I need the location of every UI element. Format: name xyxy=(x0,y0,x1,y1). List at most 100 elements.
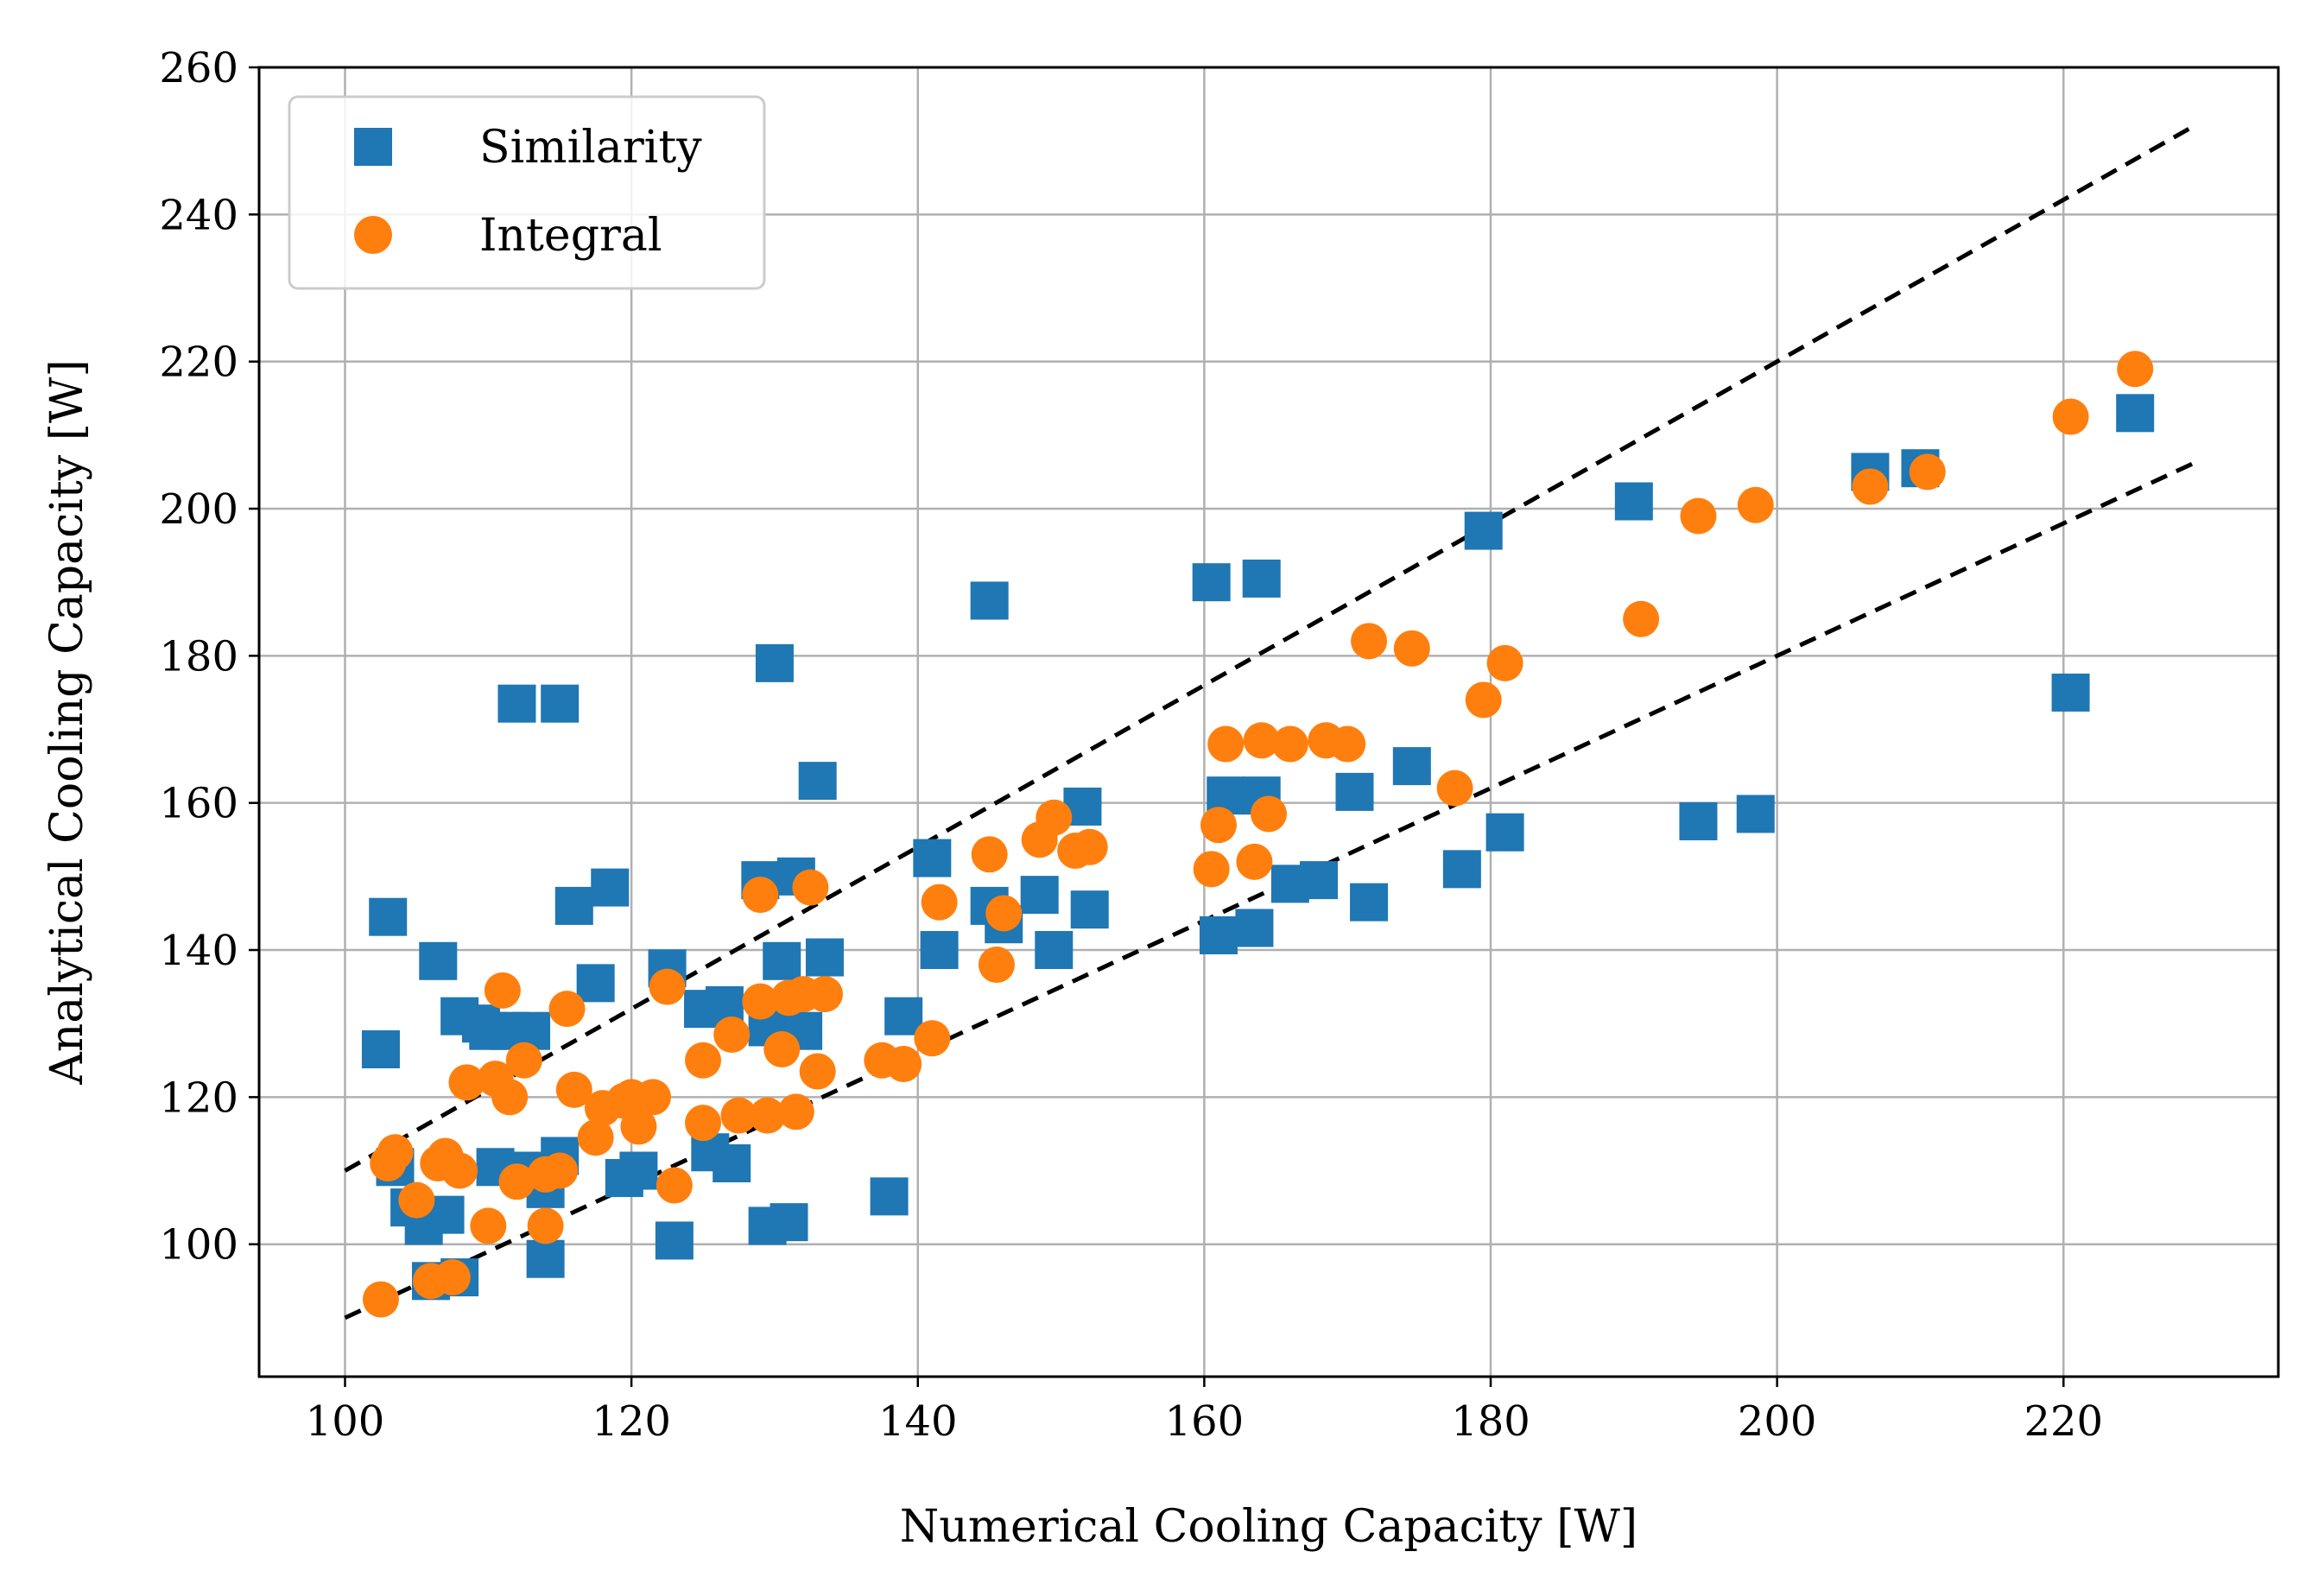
integral-point xyxy=(742,983,779,1020)
integral-point xyxy=(777,1093,814,1130)
integral-point xyxy=(1393,630,1430,667)
similarity-point xyxy=(655,1221,694,1260)
integral-point xyxy=(921,884,958,921)
integral-point xyxy=(555,1071,592,1108)
integral-point xyxy=(1036,799,1073,836)
similarity-point xyxy=(361,1030,400,1068)
integral-point xyxy=(1243,722,1280,759)
integral-point xyxy=(634,1079,671,1116)
integral-point xyxy=(985,895,1023,932)
integral-point xyxy=(720,1097,757,1134)
integral-point xyxy=(792,869,829,906)
similarity-point xyxy=(913,839,952,877)
integral-point xyxy=(470,1207,507,1244)
integral-point xyxy=(1680,497,1717,535)
y-tick-label: 200 xyxy=(159,485,238,534)
similarity-point xyxy=(1199,915,1238,954)
similarity-point xyxy=(770,1203,808,1242)
plot-frame xyxy=(257,66,2280,1378)
x-tick-label: 160 xyxy=(1165,1397,1245,1446)
x-tick-label: 140 xyxy=(878,1397,958,1446)
integral-point xyxy=(742,877,779,914)
similarity-point xyxy=(526,1239,565,1278)
similarity-point xyxy=(1485,813,1524,852)
similarity-point xyxy=(576,964,615,1003)
similarity-point xyxy=(1736,795,1775,833)
x-tick-label: 100 xyxy=(306,1397,385,1446)
integral-point xyxy=(1351,623,1388,660)
similarity-point xyxy=(1300,861,1339,900)
similarity-point xyxy=(497,684,536,723)
integral-point xyxy=(1329,725,1366,763)
legend: Similarity Integral xyxy=(288,95,766,290)
x-tick-label: 180 xyxy=(1451,1397,1530,1446)
axis-ticks: 100 120 140 160 180 200 220 100 120 140 160 180 200 2… xyxy=(159,44,2103,1446)
integral-point xyxy=(434,1259,471,1296)
similarity-point xyxy=(870,1177,909,1216)
integral-point xyxy=(971,836,1008,873)
integral-point xyxy=(620,1108,657,1145)
y-tick-label: 240 xyxy=(159,191,238,239)
similarity-point xyxy=(713,1144,751,1183)
x-tick-label: 120 xyxy=(592,1397,671,1446)
legend-marker-similarity xyxy=(354,128,392,166)
similarity-point xyxy=(1464,511,1503,550)
y-tick-label: 260 xyxy=(159,44,238,92)
integral-point xyxy=(799,1053,836,1090)
integral-point xyxy=(1486,644,1523,681)
similarity-point xyxy=(619,1151,658,1190)
similarity-point xyxy=(884,997,923,1036)
integral-point xyxy=(548,991,586,1028)
integral-point xyxy=(763,1031,801,1067)
series-integral xyxy=(362,351,2154,1318)
integral-point xyxy=(1071,828,1108,865)
integral-point xyxy=(1737,486,1774,523)
similarity-point xyxy=(755,643,794,682)
similarity-point xyxy=(2051,673,2090,712)
similarity-point xyxy=(1192,563,1231,602)
y-tick-label: 180 xyxy=(159,632,238,681)
integral-point xyxy=(713,1016,751,1053)
integral-point xyxy=(1465,681,1502,719)
y-tick-label: 220 xyxy=(159,339,238,387)
similarity-point xyxy=(369,897,408,936)
integral-point xyxy=(1852,468,1889,505)
similarity-point xyxy=(1020,876,1059,915)
similarity-point xyxy=(1235,909,1274,947)
y-axis-label: Analytical Cooling Capacity [W] xyxy=(41,359,93,1086)
integral-point xyxy=(978,947,1015,984)
similarity-point xyxy=(763,941,801,980)
integral-point xyxy=(1193,851,1230,888)
integral-point xyxy=(885,1046,922,1083)
integral-point xyxy=(498,1163,535,1200)
legend-box xyxy=(288,95,766,290)
integral-point xyxy=(656,1167,693,1204)
similarity-point xyxy=(805,938,844,977)
legend-label-similarity: Similarity xyxy=(479,122,702,174)
integral-point xyxy=(398,1181,435,1219)
similarity-point xyxy=(591,868,630,907)
x-tick-label: 220 xyxy=(2024,1397,2103,1446)
x-axis-label: Numerical Cooling Capacity [W] xyxy=(900,1501,1637,1553)
y-tick-label: 100 xyxy=(159,1221,238,1270)
similarity-point xyxy=(554,886,593,925)
integral-point xyxy=(806,976,843,1013)
x-tick-label: 200 xyxy=(1738,1397,1817,1446)
similarity-point xyxy=(1679,801,1718,840)
legend-label-integral: Integral xyxy=(479,210,662,262)
similarity-point xyxy=(541,684,580,723)
integral-point xyxy=(448,1064,485,1101)
integral-point xyxy=(362,1281,399,1318)
integral-point xyxy=(1623,600,1660,637)
similarity-point xyxy=(798,762,837,801)
integral-point xyxy=(685,1105,722,1142)
integral-point xyxy=(1207,725,1245,763)
y-tick-label: 120 xyxy=(159,1074,238,1122)
integral-point xyxy=(484,972,521,1009)
similarity-point xyxy=(1242,559,1281,598)
integral-point xyxy=(377,1134,414,1171)
similarity-point xyxy=(1442,850,1481,889)
integral-point xyxy=(2052,398,2089,435)
integral-point xyxy=(1236,843,1273,880)
